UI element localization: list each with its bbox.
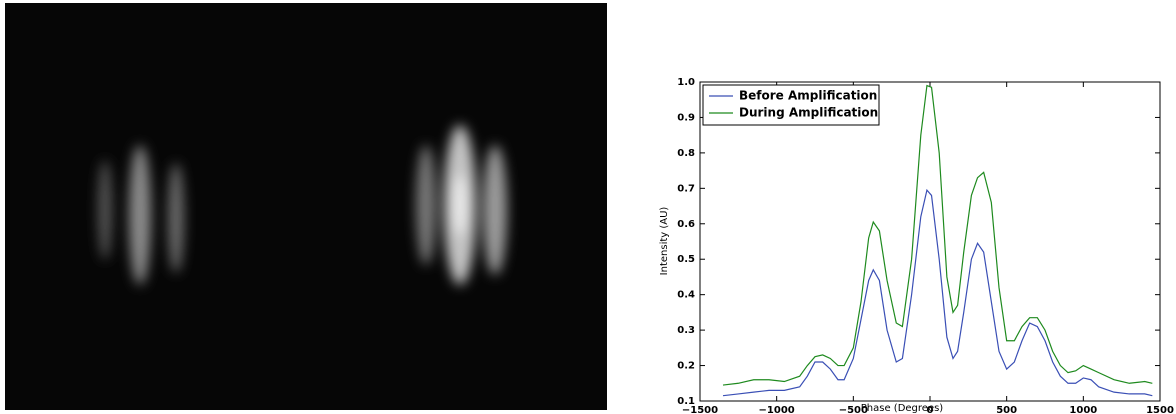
camera-image — [5, 3, 607, 410]
y-tick-label: 0.8 — [677, 148, 695, 159]
plot-frame — [699, 81, 1161, 402]
x-tick-label: 500 — [996, 405, 1017, 414]
x-tick-label: 0 — [927, 405, 934, 414]
y-tick-label: 1.0 — [677, 77, 695, 88]
y-tick-label: 0.5 — [677, 254, 695, 265]
y-tick-label: 0.2 — [677, 361, 695, 372]
y-tick-label: 0.9 — [677, 112, 695, 123]
y-tick-label: 0.3 — [677, 325, 695, 336]
x-tick-label: −1500 — [682, 405, 718, 414]
y-tick-label: 0.1 — [677, 396, 695, 407]
legend-box — [702, 84, 880, 126]
x-tick-label: 1000 — [1069, 405, 1097, 414]
x-tick-label: −500 — [839, 405, 868, 414]
x-tick-label: −1000 — [759, 405, 795, 414]
chart: Phase (Degrees) Intensity (AU) 0.1 0.2 0.3… — [659, 77, 1174, 414]
legend-label: Before Amplification — [739, 89, 877, 103]
x-axis-label: Phase (Degrees) — [861, 403, 944, 414]
data-line — [722, 84, 1153, 386]
y-axis-label: Intensity (AU) — [659, 207, 670, 276]
data-line — [722, 188, 1153, 397]
y-tick-label: 0.7 — [677, 183, 695, 194]
y-tick-label: 0.6 — [677, 219, 695, 230]
y-tick-label: 0.4 — [677, 290, 695, 301]
x-tick-label: 1500 — [1146, 405, 1174, 414]
legend-label: During Amplification — [739, 106, 878, 120]
